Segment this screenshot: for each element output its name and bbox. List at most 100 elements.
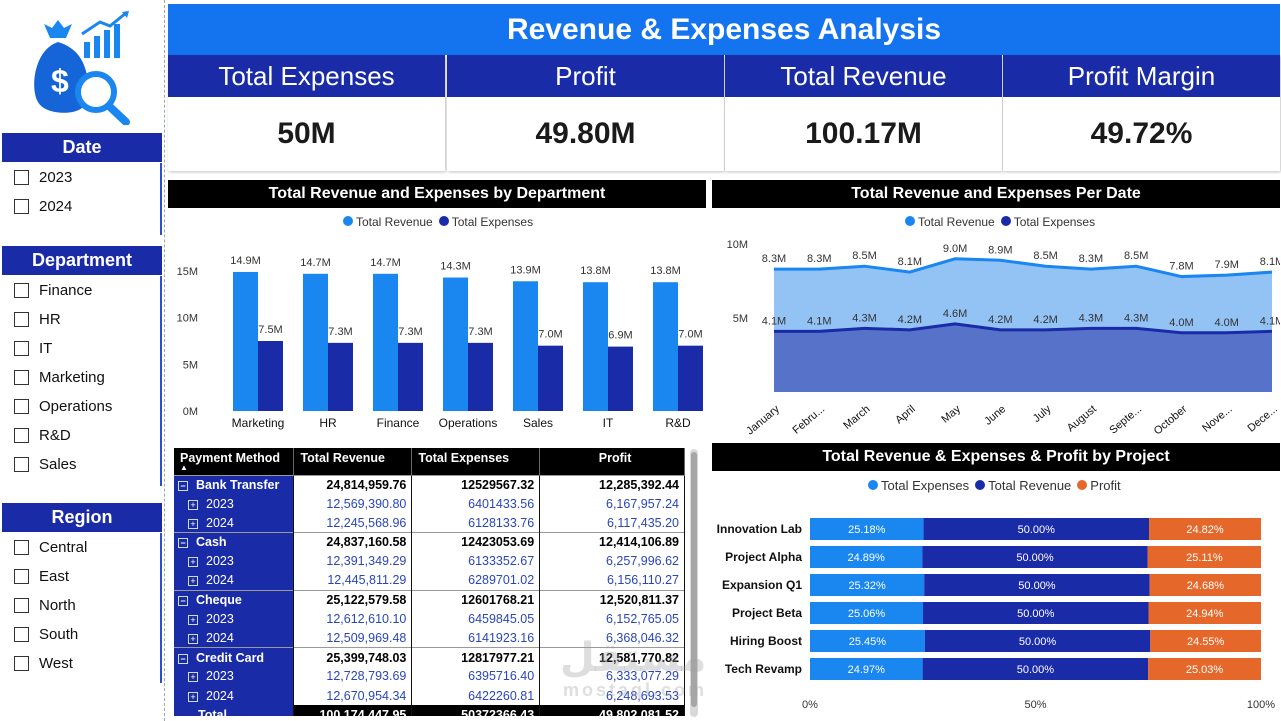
matrix-scroll-thumb[interactable] xyxy=(691,452,697,707)
project-chart-title: Total Revenue & Expenses & Profit by Pro… xyxy=(712,443,1280,471)
expand-icon[interactable]: + xyxy=(188,557,198,568)
row-header[interactable]: +2024 xyxy=(174,513,295,533)
expenses-area xyxy=(774,323,1272,392)
expand-icon[interactable]: + xyxy=(188,672,198,683)
region-option[interactable]: West xyxy=(2,649,160,678)
region-option[interactable]: Central xyxy=(2,533,160,562)
checkbox-icon[interactable] xyxy=(14,283,29,298)
header-payment-method[interactable]: Payment Method ▲ xyxy=(174,448,295,475)
point-data-label: 4.3M xyxy=(1124,312,1148,324)
x-tick-label: Sales xyxy=(523,416,553,430)
legend-item[interactable]: Total Expenses xyxy=(438,215,533,229)
point-data-label: 8.1M xyxy=(898,256,922,268)
kpi-label: Profit xyxy=(447,55,724,97)
project-chart-legend: Total Expenses Total Revenue Profit xyxy=(868,478,1121,493)
row-header[interactable]: +2024 xyxy=(174,628,295,648)
department-option[interactable]: Marketing xyxy=(2,363,160,392)
department-option-label: Marketing xyxy=(39,369,105,386)
region-option[interactable]: South xyxy=(2,620,160,649)
date-option[interactable]: 2023 xyxy=(2,163,160,192)
date-option-label: 2024 xyxy=(39,198,73,215)
department-option[interactable]: Finance xyxy=(2,276,160,305)
bar-data-label: 7.3M xyxy=(328,326,352,338)
segment-data-label: 24.89% xyxy=(847,552,885,564)
checkbox-icon[interactable] xyxy=(14,428,29,443)
revenue-cell: 24,837,160.58 xyxy=(293,532,413,552)
checkbox-icon[interactable] xyxy=(14,370,29,385)
department-option[interactable]: IT xyxy=(2,334,160,363)
row-header[interactable]: +2023 xyxy=(174,494,295,514)
matrix-subrow: +2023 12,728,793.69 6395716.40 6,333,077.29 xyxy=(174,666,685,687)
region-slicer: Central East North South West xyxy=(2,533,162,683)
stacked-segment xyxy=(810,546,923,568)
row-header[interactable]: +2024 xyxy=(174,686,295,706)
region-option[interactable]: East xyxy=(2,562,160,591)
row-header[interactable]: +2023 xyxy=(174,666,295,687)
row-header[interactable]: − Credit Card xyxy=(174,647,295,667)
checkbox-icon[interactable] xyxy=(14,312,29,327)
segment-data-label: 25.32% xyxy=(848,580,886,592)
expand-icon[interactable]: + xyxy=(188,633,198,644)
department-chart-legend: Total Revenue Total Expenses xyxy=(343,215,533,229)
checkbox-icon[interactable] xyxy=(14,341,29,356)
stacked-segment xyxy=(810,658,923,680)
checkbox-icon[interactable] xyxy=(14,399,29,414)
kpi-label: Profit Margin xyxy=(1003,55,1280,97)
collapse-icon[interactable]: − xyxy=(178,480,188,491)
date-option[interactable]: 2024 xyxy=(2,192,160,221)
matrix-subrow: +2023 12,569,390.80 6401433.56 6,167,957.24 xyxy=(174,494,685,514)
expand-icon[interactable]: + xyxy=(188,518,198,529)
expand-icon[interactable]: + xyxy=(188,576,198,587)
bar-revenue xyxy=(443,277,468,411)
revenue-cell: 25,399,748.03 xyxy=(293,647,413,667)
collapse-icon[interactable]: − xyxy=(178,538,188,549)
bar-data-label: 7.0M xyxy=(678,329,702,341)
profit-cell: 6,167,957.24 xyxy=(539,494,685,514)
checkbox-icon[interactable] xyxy=(14,598,29,613)
checkbox-icon[interactable] xyxy=(14,457,29,472)
row-label: 2023 xyxy=(206,496,234,511)
row-header[interactable]: − Bank Transfer xyxy=(174,474,295,495)
stacked-segment xyxy=(1150,630,1261,652)
legend-item[interactable]: Total Revenue xyxy=(975,478,1071,493)
row-header[interactable]: +2023 xyxy=(174,551,295,571)
department-option[interactable]: Operations xyxy=(2,392,160,421)
legend-item[interactable]: Total Expenses xyxy=(868,478,969,493)
collapse-icon[interactable]: − xyxy=(178,595,188,606)
row-header[interactable]: − Cash xyxy=(174,532,295,552)
segment-data-label: 50.00% xyxy=(1016,552,1054,564)
department-option[interactable]: HR xyxy=(2,305,160,334)
legend-item[interactable]: Total Revenue xyxy=(905,215,995,229)
expand-icon[interactable]: + xyxy=(188,614,198,625)
segment-data-label: 24.97% xyxy=(848,664,886,676)
checkbox-icon[interactable] xyxy=(14,540,29,555)
legend-item[interactable]: Total Expenses xyxy=(1000,215,1095,229)
row-header[interactable]: +2023 xyxy=(174,609,295,629)
point-data-label: 4.1M xyxy=(807,315,831,327)
header-total-expenses[interactable]: Total Expenses xyxy=(411,448,541,475)
expenses-cell: 12817977.21 xyxy=(411,647,541,667)
legend-item[interactable]: Total Revenue xyxy=(343,215,433,229)
checkbox-icon[interactable] xyxy=(14,569,29,584)
region-option[interactable]: North xyxy=(2,591,160,620)
legend-item[interactable]: Profit xyxy=(1077,478,1121,493)
checkbox-icon[interactable] xyxy=(14,656,29,671)
collapse-icon[interactable]: − xyxy=(178,653,188,664)
header-total-revenue[interactable]: Total Revenue xyxy=(293,448,413,475)
department-option[interactable]: R&D xyxy=(2,421,160,450)
expand-icon[interactable]: + xyxy=(188,691,198,702)
checkbox-icon[interactable] xyxy=(14,170,29,185)
checkbox-icon[interactable] xyxy=(14,199,29,214)
expenses-cell: 12529567.32 xyxy=(411,474,541,495)
x-tick-label: April xyxy=(893,403,918,426)
row-header[interactable]: +2024 xyxy=(174,570,295,591)
checkbox-icon[interactable] xyxy=(14,627,29,642)
department-option[interactable]: Sales xyxy=(2,450,160,479)
header-profit[interactable]: Profit xyxy=(539,448,685,475)
point-data-label: 4.0M xyxy=(1214,317,1238,329)
expand-icon[interactable]: + xyxy=(188,499,198,510)
row-header[interactable]: − Cheque xyxy=(174,589,295,610)
point-data-label: 8.5M xyxy=(1033,250,1057,262)
svg-text:$: $ xyxy=(51,63,69,99)
revenue-legend-dot xyxy=(975,480,986,490)
